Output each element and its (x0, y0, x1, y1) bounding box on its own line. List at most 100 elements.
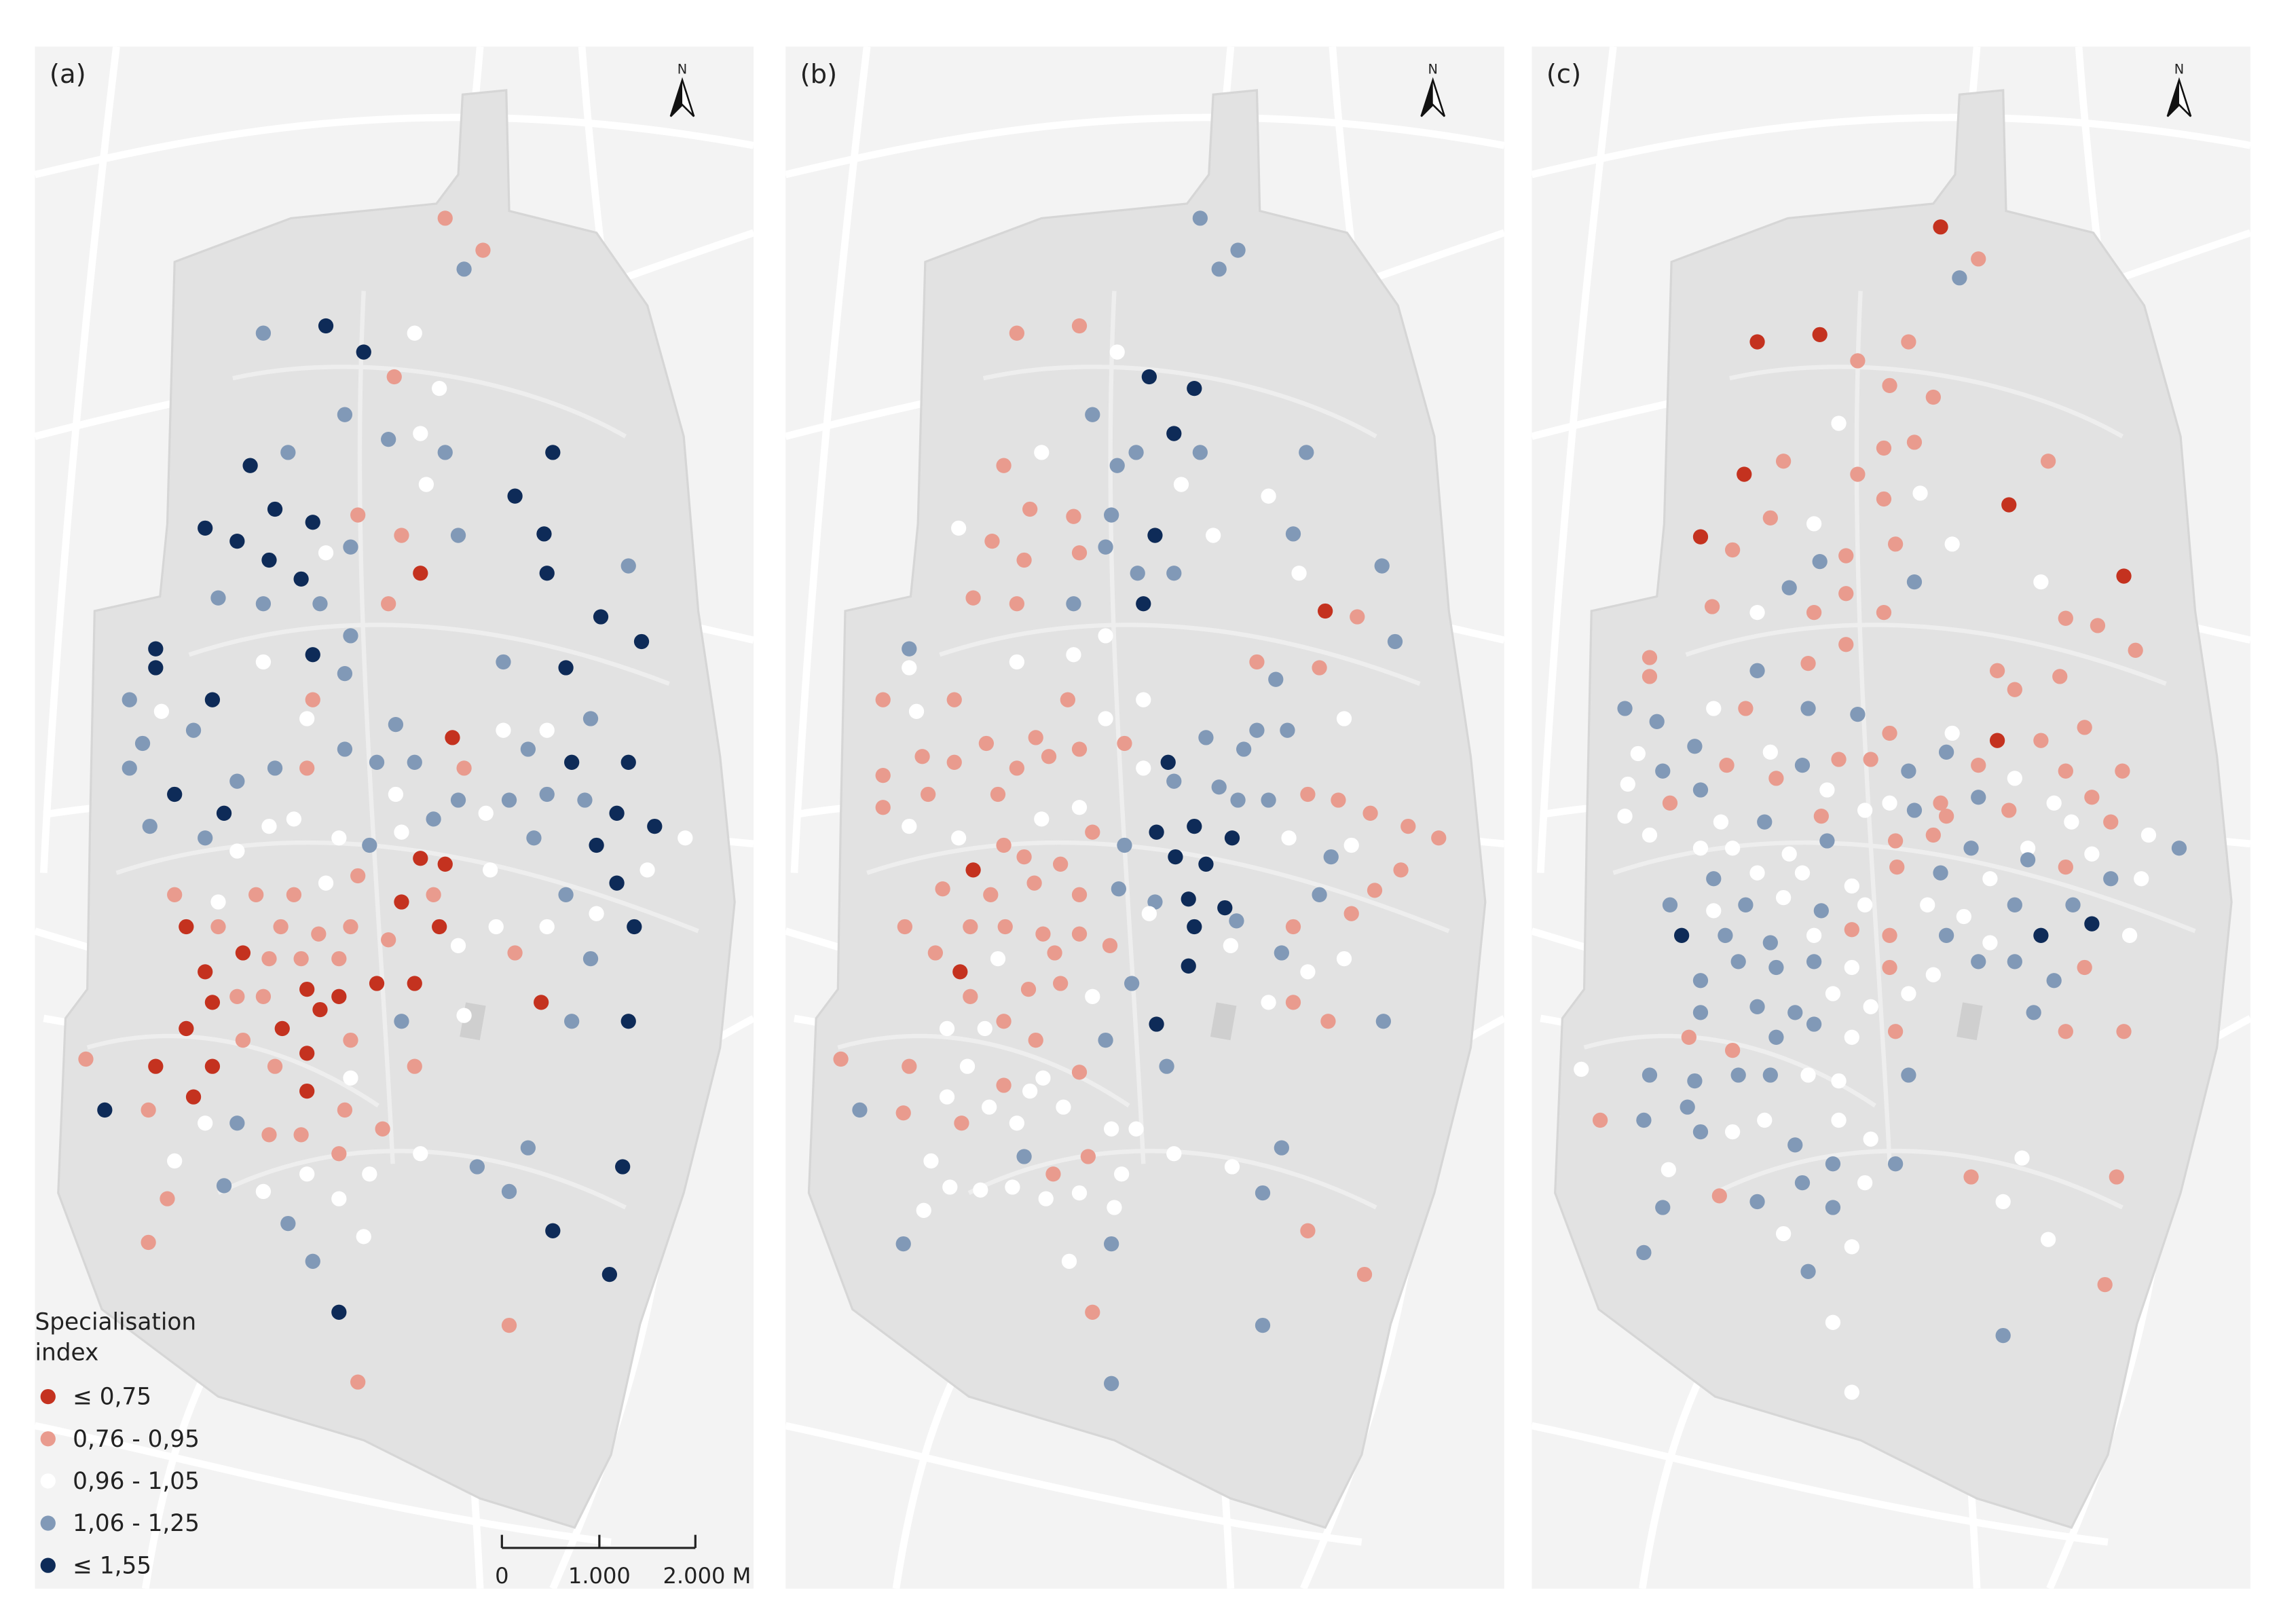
station-dot (1617, 701, 1633, 716)
station-dot (1738, 701, 1754, 716)
road (1536, 46, 1617, 873)
station-dot (1901, 334, 1916, 350)
station-dot (627, 919, 642, 935)
station-dot (1952, 270, 1967, 286)
station-dot (1130, 566, 1145, 581)
station-dot (1655, 763, 1671, 779)
station-dot (978, 735, 995, 752)
station-dot (1053, 856, 1069, 872)
station-dot (386, 369, 402, 385)
station-layer (78, 210, 2187, 1400)
station-dot (1844, 878, 1859, 894)
station-dot (1268, 671, 1284, 687)
station-dot (997, 919, 1013, 935)
station-dot (620, 1014, 636, 1029)
legend-swatch (40, 1431, 56, 1447)
station-dot (185, 722, 202, 738)
station-dot (1071, 800, 1088, 815)
station-dot (633, 633, 650, 650)
station-dot (2090, 618, 2106, 633)
street (1685, 623, 2167, 686)
station-dot (1261, 995, 1276, 1010)
road (1532, 1422, 2109, 1546)
station-dot (1925, 827, 1941, 843)
station-dot (305, 515, 320, 530)
station-dot (216, 1178, 232, 1194)
station-dot (1617, 808, 1633, 824)
station-dot (1768, 959, 1784, 976)
station-dot (921, 786, 936, 802)
station-dot (280, 1215, 296, 1232)
street (967, 1149, 1377, 1210)
station-dot (1838, 548, 1854, 564)
station-dot (2058, 859, 2073, 875)
station-dot (483, 862, 498, 878)
station-dot (539, 722, 555, 738)
station-dot (1844, 1029, 1859, 1045)
station-dot (229, 773, 245, 789)
station-dot (1863, 1131, 1878, 1147)
station-dot (1098, 539, 1113, 555)
station-dot (952, 964, 968, 980)
street (232, 365, 627, 439)
station-dot (1300, 786, 1316, 802)
station-dot (1995, 1327, 2011, 1344)
station-dot (833, 1051, 849, 1067)
station-dot (507, 488, 523, 504)
station-dot (1912, 485, 1928, 501)
station-dot (1844, 959, 1859, 976)
station-dot (1768, 1029, 1784, 1045)
station-dot (951, 830, 967, 846)
station-dot (1230, 242, 1246, 258)
station-dot (1173, 477, 1189, 492)
street (357, 291, 395, 1164)
legend-label: ≤ 0,75 (73, 1384, 151, 1411)
station-dot (160, 1191, 175, 1206)
station-dot (2026, 1005, 2041, 1020)
station-dot (1724, 1124, 1741, 1140)
station-dot (1224, 830, 1240, 846)
station-dot (2007, 897, 2022, 912)
north-arrow-half (670, 79, 683, 117)
station-dot (1367, 883, 1383, 898)
station-dot (394, 1014, 409, 1029)
station-dot (1141, 906, 1157, 921)
station-dot (496, 654, 511, 670)
station-dot (413, 566, 428, 581)
station-dot (902, 641, 917, 657)
station-dot (1160, 754, 1176, 770)
station-dot (2084, 916, 2100, 931)
station-dot (2084, 846, 2100, 862)
station-dot (1982, 871, 1998, 887)
station-dot (1933, 865, 1948, 881)
station-dot (1687, 1073, 1703, 1089)
station-dot (469, 1159, 485, 1175)
scale-label: 0 (495, 1563, 508, 1589)
station-dot (1281, 830, 1297, 846)
station-dot (2097, 1276, 2113, 1293)
station-dot (620, 558, 636, 574)
station-dot (331, 989, 347, 1004)
station-dot (1882, 927, 1897, 943)
station-dot (983, 887, 999, 902)
station-dot (1775, 454, 1792, 469)
station-dot (1261, 488, 1276, 504)
station-dot (2033, 927, 2049, 943)
station-dot (2116, 568, 2132, 584)
station-dot (337, 407, 353, 422)
station-dot (965, 590, 981, 606)
legend-label: 0,96 - 1,05 (73, 1468, 200, 1495)
station-dot (501, 1183, 517, 1200)
station-dot (1028, 1032, 1043, 1048)
station-dot (1009, 596, 1025, 612)
station-dot (1749, 999, 1765, 1014)
station-dot (1285, 995, 1301, 1010)
station-dot (456, 760, 472, 776)
station-dot (1889, 859, 1905, 875)
station-dot (204, 995, 221, 1010)
station-dot (2077, 720, 2092, 735)
station-dot (1236, 741, 1252, 757)
station-dot (1995, 1194, 2011, 1210)
station-dot (1938, 808, 1954, 824)
street (1713, 1149, 2124, 1210)
